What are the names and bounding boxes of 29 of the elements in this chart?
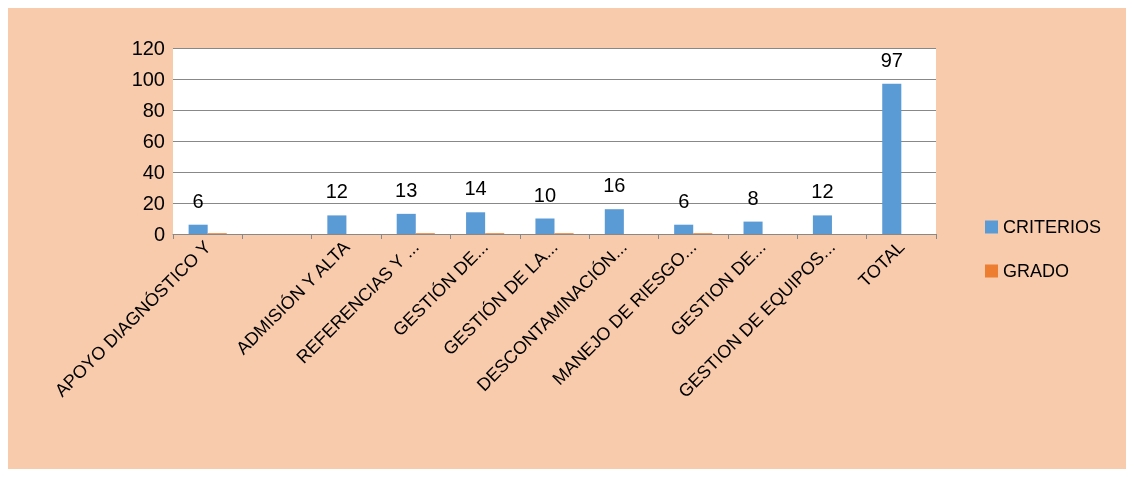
data-label: 8 [747,186,759,209]
bar [466,212,486,234]
y-tick-label: 20 [142,192,165,214]
legend-label: CRITERIOS [1002,217,1102,237]
data-label: 97 [880,48,903,71]
data-label: 6 [192,189,204,212]
y-tick-label: 60 [142,130,165,152]
data-label: 13 [395,178,418,201]
y-tick-label: 0 [153,223,165,245]
bar [812,215,832,234]
y-tick-label: 80 [142,99,165,121]
data-label: 12 [811,180,834,203]
bar [882,83,902,234]
data-label: 16 [603,174,626,197]
bar [188,224,208,234]
data-label: 6 [678,189,690,212]
data-label: 10 [533,183,557,206]
data-label: 12 [325,180,348,203]
y-tick-label: 100 [131,68,165,90]
y-tick-label: 40 [142,161,165,183]
data-label: 14 [464,177,487,200]
bar [535,218,555,234]
bar [604,209,624,234]
y-tick-label: 120 [131,37,165,59]
bar [396,213,416,234]
legend-label: GRADO [1002,261,1070,281]
bar [743,221,763,234]
bar [327,215,347,234]
bar [674,224,694,234]
